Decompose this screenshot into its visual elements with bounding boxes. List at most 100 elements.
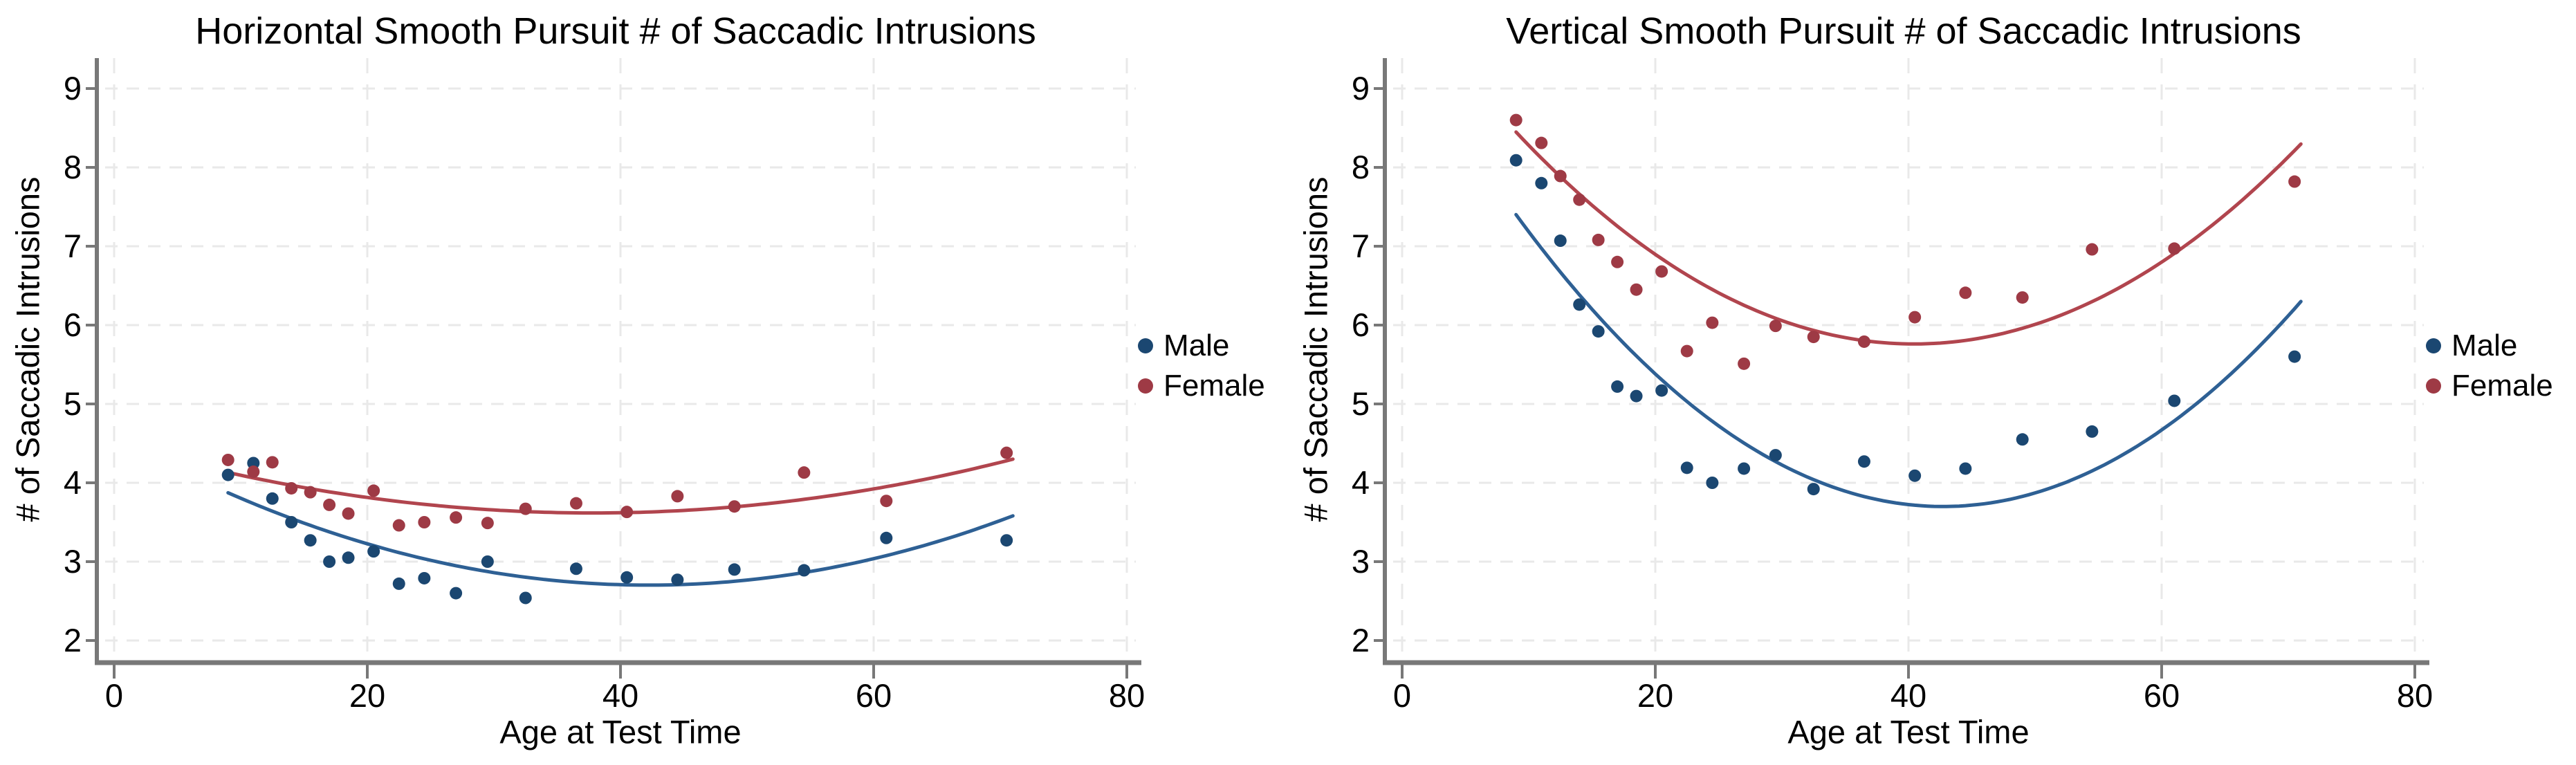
data-point-male: [620, 571, 634, 584]
data-point-female: [1769, 320, 1782, 333]
data-point-female: [392, 519, 405, 532]
legend-label-male: Male: [1163, 329, 1230, 362]
data-point-female: [1738, 357, 1751, 370]
data-point-male: [1807, 483, 1820, 496]
data-point-female: [367, 484, 380, 497]
data-point-female: [1509, 113, 1522, 127]
horizontal-plot-canvas: 2 3 4 5 6 7 8 9 0 20 40 60 80: [64, 58, 1145, 714]
x-tick-label: 60: [856, 677, 892, 714]
data-point-male: [266, 492, 279, 505]
y-tick-label: 9: [64, 70, 82, 107]
data-point-female: [2168, 242, 2181, 255]
data-point-female: [620, 506, 634, 519]
data-point-female: [1857, 335, 1870, 348]
data-point-female: [450, 511, 463, 524]
data-point-male: [1738, 462, 1751, 475]
data-point-female: [2086, 243, 2099, 256]
data-point-female: [1611, 255, 1624, 268]
y-tick-label: 7: [1352, 228, 1370, 264]
y-axis-title: # of Saccadic Intrusions: [1297, 176, 1334, 522]
data-point-male: [2016, 433, 2029, 446]
data-point-male: [418, 571, 431, 584]
legend-item-female: Female: [2426, 370, 2553, 401]
data-point-female: [1573, 193, 1586, 206]
data-point-female: [728, 500, 741, 513]
data-point-male: [1655, 384, 1668, 397]
data-point-male: [392, 577, 405, 590]
legend: Male Female: [2426, 330, 2553, 401]
data-point-female: [519, 502, 532, 515]
data-point-male: [798, 564, 811, 577]
legend-item-male: Male: [2426, 330, 2553, 361]
vertical-plot-canvas: 2 3 4 5 6 7 8 9 0 20 40 60 80: [1352, 58, 2433, 714]
legend-label-female: Female: [1163, 369, 1265, 403]
x-tick-label: 40: [602, 677, 638, 714]
fit-curve-male: [226, 490, 1015, 587]
y-tick-label: 5: [64, 385, 82, 422]
data-point-male: [569, 562, 582, 575]
y-tick-label: 8: [1352, 149, 1370, 185]
data-point-male: [1535, 176, 1548, 190]
x-axis-title: Age at Test Time: [499, 713, 742, 750]
data-point-female: [671, 490, 684, 503]
data-point-female: [880, 495, 893, 508]
data-point-male: [2288, 350, 2301, 363]
data-point-female: [1908, 311, 1922, 324]
y-tick-label: 6: [1352, 306, 1370, 343]
y-tick-label: 9: [1352, 70, 1370, 107]
legend-item-female: Female: [1138, 370, 1265, 401]
data-point-female: [221, 453, 234, 466]
y-tick-label: 2: [1352, 622, 1370, 658]
data-point-female: [323, 498, 336, 511]
y-tick-label: 3: [64, 543, 82, 580]
data-point-female: [481, 517, 494, 530]
data-point-male: [2086, 425, 2099, 438]
x-tick-label: 20: [1637, 677, 1673, 714]
data-point-female: [1000, 446, 1013, 459]
data-point-male: [728, 563, 741, 576]
y-tick-label: 4: [1352, 464, 1370, 501]
data-point-female: [1554, 169, 1567, 183]
data-point-male: [450, 587, 463, 600]
x-tick-label: 80: [2397, 677, 2433, 714]
y-tick-label: 8: [64, 149, 82, 185]
data-point-male: [1706, 477, 1719, 489]
x-tick-label: 80: [1109, 677, 1145, 714]
data-point-female: [1807, 331, 1820, 344]
data-point-female: [342, 507, 355, 520]
data-point-female: [1706, 316, 1719, 329]
data-point-male: [1630, 389, 1643, 403]
female-marker-icon: [1138, 378, 1153, 394]
legend-item-male: Male: [1138, 330, 1265, 361]
x-tick-label: 40: [1890, 677, 1926, 714]
data-point-female: [304, 486, 317, 499]
x-tick-label: 20: [349, 677, 385, 714]
y-tick-label: 5: [1352, 385, 1370, 422]
data-point-female: [2016, 291, 2029, 304]
legend: Male Female: [1138, 330, 1265, 401]
data-point-male: [304, 534, 317, 547]
data-point-male: [671, 573, 684, 587]
data-point-female: [2288, 175, 2301, 188]
data-point-male: [1611, 380, 1624, 393]
data-point-male: [1573, 298, 1586, 311]
female-marker-icon: [2426, 378, 2441, 394]
x-tick-label: 0: [1393, 677, 1411, 714]
data-point-male: [2168, 394, 2181, 407]
x-tick-label: 0: [105, 677, 123, 714]
data-point-male: [1592, 325, 1605, 338]
data-point-male: [323, 555, 336, 568]
chart-title: Horizontal Smooth Pursuit # of Saccadic …: [195, 10, 1036, 52]
data-point-male: [285, 516, 298, 528]
data-point-male: [247, 457, 260, 470]
data-point-female: [569, 497, 582, 510]
data-point-female: [1959, 286, 1972, 299]
data-point-female: [247, 466, 260, 479]
data-point-male: [519, 591, 532, 605]
fit-curve-male: [1514, 212, 2303, 508]
fit-curve-female: [226, 457, 1015, 515]
data-point-male: [880, 531, 893, 544]
data-point-female: [1680, 344, 1693, 358]
data-point-male: [1908, 469, 1922, 482]
